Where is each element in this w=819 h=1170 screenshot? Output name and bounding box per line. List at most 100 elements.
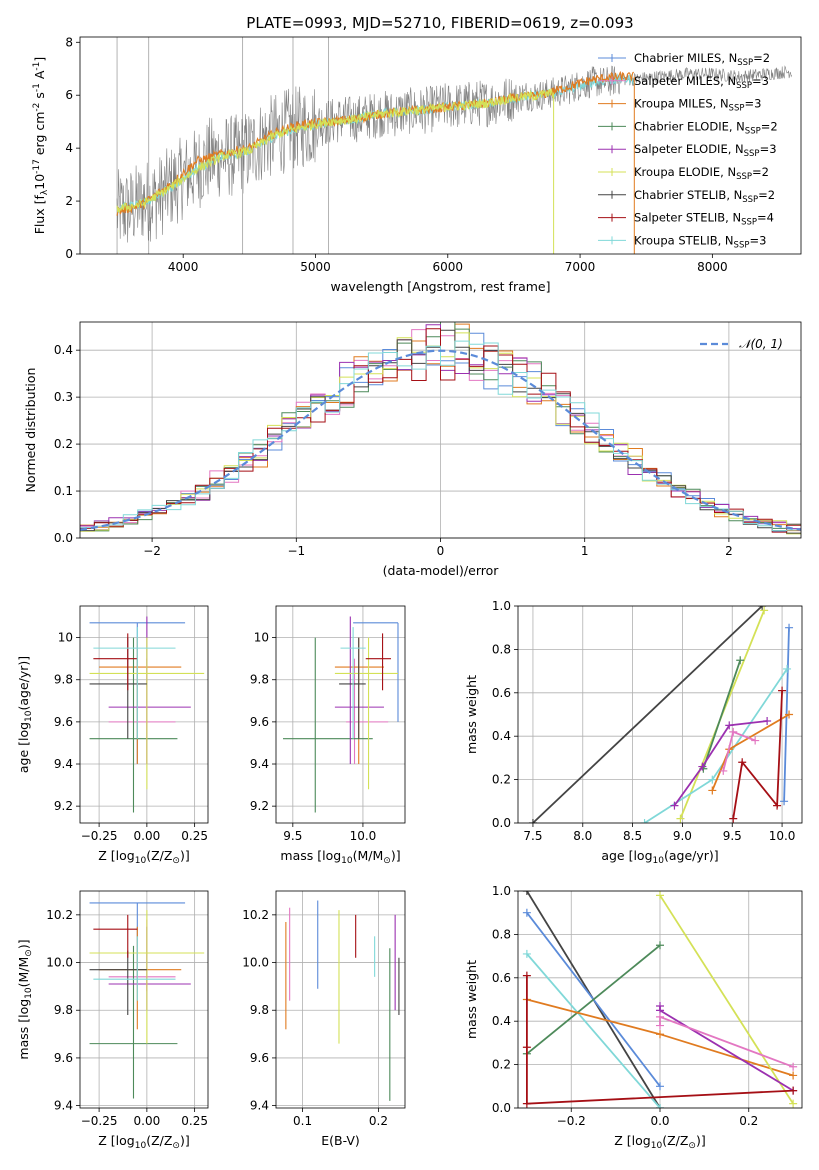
plot-area [116,37,792,254]
y-tick-label: 10 [254,631,269,645]
y-tick-label: 0.2 [54,437,73,451]
weight-series-salpeter-miles [656,1012,798,1071]
legend-tail: =2 [752,165,769,179]
x-tick-label: 0.0 [650,1114,669,1128]
label-text: )] [16,939,31,949]
weight-line [532,606,763,823]
weight-point [773,801,782,810]
weight-point [751,736,760,745]
weight-vs-metallicity-panel: −0.2 0.0 0.2 0.0 0.2 0.4 0.6 0.8 1.0 Z [log10​(Z/… [464,884,803,1151]
label-subscript: 10 [341,856,353,866]
legend-label: Chabrier ELODIE, N [634,119,745,133]
x-axis-label: Z [log10​(Z/Z⊙​)] [614,1133,705,1151]
label-text: Z [log [614,1133,650,1148]
x-axis-label: Z [log10​(Z/Z⊙​)] [98,848,189,866]
x-tick-label: −0.25 [81,829,118,843]
label-text: )] [180,848,190,863]
axes-frame [79,36,802,255]
errorbar-kroupa-elodie [89,637,205,790]
x-tick-label: 2 [725,544,733,558]
label-text: (Z/Z [146,1133,172,1148]
y-axis-label: Normed distribution [23,368,38,493]
figure-title: PLATE=0993, MJD=52710, FIBERID=0619, z=0… [246,14,633,32]
x-axis-label: mass [log10​(M/M⊙​)] [280,848,400,866]
plot-area [528,606,794,823]
weight-point [763,717,772,726]
x-axis-label: (data-model)/error [383,563,500,578]
y-tick-label: 1.0 [492,599,511,613]
plot-area [80,322,801,535]
weight-series-salpeter-stelib [522,971,798,1108]
errorbar-chabrier-stelib [339,637,366,739]
legend-entry: 𝒩(0, 1) [739,337,783,351]
histogram-salpeter-stelib [80,328,801,533]
axes-frame [275,605,406,824]
y-tick-label: 9.8 [250,673,269,687]
y-tick-label: 9.8 [250,1003,269,1017]
legend-tail: =3 [744,97,761,111]
weight-series-kroupa-stelib [640,664,792,823]
legend-entry: Chabrier ELODIE, NSSP=2 [634,119,778,136]
x-tick-label: 0.2 [369,1114,388,1128]
weight-line [659,1015,794,1068]
x-tick-label: −0.2 [557,1114,586,1128]
label-text: Flux [f [32,194,47,234]
axes-frame [79,605,209,824]
errorbar-salpeter-miles [108,658,176,765]
x-tick-label: 6000 [433,260,464,274]
y-axis-label: mass weight [464,960,479,1039]
weight-point [522,1043,531,1052]
label-subscript: 10 [135,856,147,866]
mass-vs-metallicity-panel: −0.25 0.00 0.25 9.4 9.6 9.8 10.0 10.2 Z [log10​(… [16,890,209,1151]
label-text: ] [32,57,47,62]
errorbar-chabrier-elodie [89,637,178,813]
weight-point [789,1062,798,1071]
legend-subscript: SSP [744,149,760,159]
weight-point [729,814,738,823]
label-text: )] [180,1133,190,1148]
label-text: )] [696,1133,706,1148]
x-axis-label: wavelength [Angstrom, rest frame] [330,279,550,294]
x-tick-label: 8.5 [623,829,642,843]
axes-frame [79,321,802,539]
legend-label: Kroupa STELIB, N [634,233,734,247]
y-tick-label: 8 [65,35,73,49]
y-tick-label: 10 [58,631,73,645]
label-text: s [32,92,47,103]
label-text: A [32,70,47,83]
weight-point [719,766,728,775]
legend-tail: =2 [753,51,770,65]
legend-tail: =3 [760,142,777,156]
weight-point [789,1099,798,1108]
axes-frame [275,890,406,1109]
legend-subscript: SSP [729,104,745,114]
plot-area [89,902,205,1099]
legend-subscript: SSP [741,218,757,228]
legend-label: Kroupa ELODIE, N [634,165,736,179]
label-subscript: ⊙ [383,856,391,866]
axes-frame [79,890,209,1109]
x-axis-label: Z [log10​(Z/Z⊙​)] [98,1133,189,1151]
errorbar-kroupa-miles [334,637,384,765]
y-axis-label: mass weight [464,675,479,754]
errorbar-kroupa-elodie [89,910,205,1044]
x-tick-label: 10.0 [769,829,796,843]
errorbar-kroupa-elodie [334,637,398,790]
x-tick-label: 0.1 [293,1114,312,1128]
weight-series-kroupa-elodie [656,891,798,1108]
legend-entry: Kroupa MILES, NSSP=3 [634,97,761,114]
weight-point [670,801,679,810]
y-tick-label: 9.6 [250,1051,269,1065]
errorbar-chabrier-elodie [283,637,373,813]
errorbar-salpeter-stelib [93,633,138,691]
label-text: age [log [16,722,31,773]
errorbar-chabrier-stelib [89,950,147,1015]
y-tick-label: 0.6 [492,971,511,985]
weight-point [528,819,537,823]
plot-area [522,891,798,1108]
weight-point [729,727,738,736]
weight-line [526,975,794,1105]
